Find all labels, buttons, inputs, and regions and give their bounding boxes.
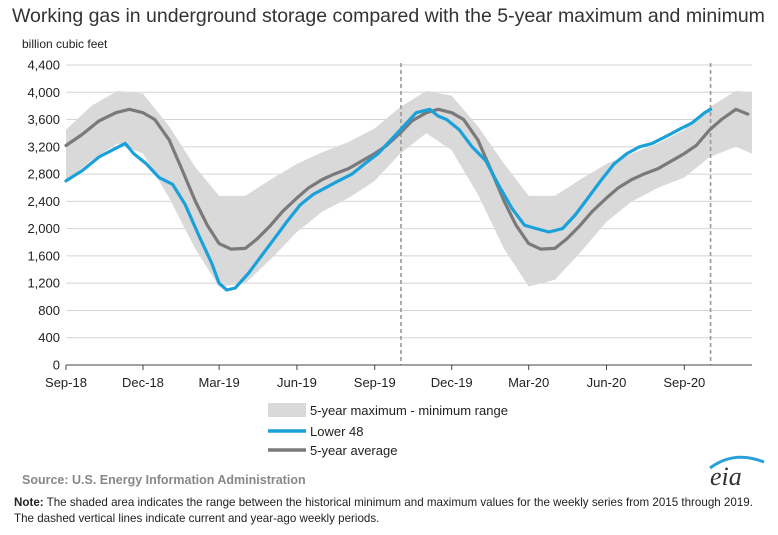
series-layer (64, 107, 750, 292)
range-layer (66, 90, 752, 287)
y-tick-label: 400 (38, 330, 60, 345)
legend-label-lower48: Lower 48 (310, 424, 363, 439)
x-tick-label: Jun-19 (277, 375, 317, 390)
series-line-average (64, 107, 750, 251)
y-tick-label: 2,000 (27, 221, 60, 236)
note: Note: The shaded area indicates the rang… (14, 495, 774, 527)
logo-text: eia (710, 462, 742, 490)
legend-label-average: 5-year average (310, 443, 397, 458)
note-text: The shaded area indicates the range betw… (14, 496, 753, 525)
y-tick-label: 4,000 (27, 85, 60, 100)
y-tick-label: 1,200 (27, 276, 60, 291)
legend-swatch-range (268, 403, 306, 417)
x-tick-label: Jun-20 (587, 375, 627, 390)
eia-logo: eia (709, 455, 765, 490)
legend-label-range: 5-year maximum - minimum range (310, 403, 508, 418)
logo-arc (709, 455, 765, 470)
x-tick-label: Sep-20 (663, 375, 705, 390)
x-tick-label: Mar-20 (508, 375, 549, 390)
range-band (66, 90, 752, 287)
vline-layer (400, 63, 712, 365)
y-tick-label: 2,800 (27, 167, 60, 182)
series-line-lower48 (64, 107, 713, 292)
note-label: Note: (14, 496, 44, 509)
x-tick-label: Dec-18 (122, 375, 164, 390)
x-tick-label: Sep-19 (354, 375, 396, 390)
y-tick-label: 800 (38, 303, 60, 318)
x-tick-label: Dec-19 (431, 375, 473, 390)
legend: 5-year maximum - minimum range Lower 48 … (268, 403, 508, 458)
y-tick-label: 4,400 (27, 58, 60, 73)
y-tick-label: 0 (53, 358, 60, 373)
source-text: Source: U.S. Energy Information Administ… (22, 473, 306, 487)
y-tick-label: 1,600 (27, 248, 60, 263)
axes: 0 400 800 1,200 1,600 2,000 2,400 2,800 3,200 3,6… (27, 58, 752, 390)
x-tick-label: Mar-19 (199, 375, 240, 390)
chart: billion cubic feet 0 400 800 1,200 1,600 2,00… (22, 37, 752, 458)
y-tick-label: 2,400 (27, 194, 60, 209)
y-tick-label: 3,600 (27, 112, 60, 127)
chart-title: Working gas in underground storage compa… (12, 5, 765, 27)
y-tick-label: 3,200 (27, 139, 60, 154)
y-axis-label: billion cubic feet (22, 37, 108, 51)
x-tick-label: Sep-18 (45, 375, 87, 390)
